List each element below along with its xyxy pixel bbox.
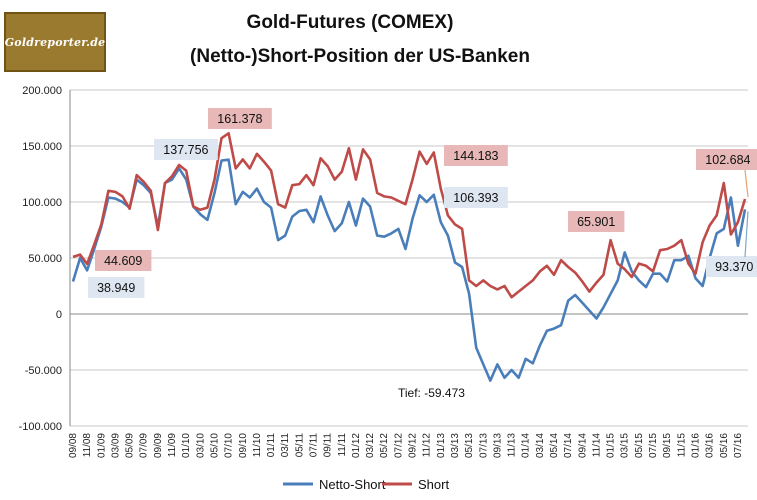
annotation-box (208, 108, 272, 129)
leader-line (744, 211, 749, 258)
x-tick-label: 07/14 (563, 433, 574, 458)
x-tick-label: 11/14 (591, 433, 602, 458)
x-tick-label: 07/12 (393, 433, 404, 458)
annotation-box (444, 187, 508, 208)
leader-line (744, 169, 749, 198)
logo-text: Goldreporter.de (4, 35, 106, 49)
annotation-box (568, 211, 625, 232)
x-tick-label: 03/13 (450, 433, 461, 458)
legend-label: Short (418, 477, 449, 492)
x-tick-label: 11/09 (167, 433, 178, 458)
x-tick-label: 03/09 (110, 433, 121, 458)
x-tick-label: 05/14 (549, 433, 560, 458)
y-tick-label: 200.000 (22, 85, 62, 97)
x-tick-label: 09/10 (238, 433, 249, 458)
y-tick-label: 50.000 (28, 253, 62, 265)
x-tick-label: 11/13 (507, 433, 518, 458)
annotation-box (95, 250, 152, 271)
x-tick-label: 03/11 (280, 433, 291, 458)
x-tick-label: 05/10 (209, 433, 220, 458)
x-tick-label: 09/08 (68, 433, 79, 458)
x-tick-label: 01/14 (521, 433, 532, 458)
chart-title: Gold-Futures (COMEX) (246, 12, 454, 33)
annotation-box (696, 149, 757, 170)
x-tick-label: 03/16 (705, 433, 716, 458)
annotation-box (706, 256, 757, 277)
y-tick-label: 0 (56, 309, 62, 321)
x-tick-label: 09/13 (492, 433, 503, 458)
x-tick-label: 07/09 (139, 433, 150, 458)
annotation-box (88, 277, 145, 298)
annotation-label: 137.756 (163, 143, 208, 157)
series-line-short (72, 132, 747, 299)
x-tick-label: 03/10 (195, 433, 206, 458)
x-tick-label: 07/11 (309, 433, 320, 458)
x-tick-label: 11/15 (676, 433, 687, 458)
x-tick-label: 09/12 (408, 433, 419, 458)
x-tick-label: 11/11 (337, 433, 348, 457)
chart-subtitle: (Netto-)Short-Position der US-Banken (190, 46, 530, 67)
annotation-label: 144.183 (453, 149, 498, 163)
annotation-label: Tief: -59.473 (398, 386, 465, 400)
x-tick-label: 07/16 (733, 433, 744, 458)
x-tick-label: 07/13 (478, 433, 489, 458)
x-tick-label: 11/12 (422, 433, 433, 458)
x-tick-label: 09/14 (577, 433, 588, 458)
x-tick-label: 01/15 (606, 433, 617, 458)
x-tick-label: 05/09 (125, 433, 136, 458)
x-tick-label: 05/11 (294, 433, 305, 458)
annotation-label: 106.393 (453, 191, 498, 205)
logo: Goldreporter.de (4, 12, 106, 72)
x-tick-label: 11/10 (252, 433, 263, 458)
x-tick-label: 05/15 (634, 433, 645, 458)
annotation-box (154, 139, 218, 160)
annotation-box (444, 145, 508, 166)
x-tick-label: 01/12 (351, 433, 362, 458)
x-tick-label: 09/11 (323, 433, 334, 458)
legend-label: Netto-Short (319, 477, 386, 492)
x-tick-label: 09/09 (153, 433, 164, 458)
x-tick-label: 07/10 (224, 433, 235, 458)
x-tick-label: 01/13 (436, 433, 447, 458)
x-tick-label: 05/12 (379, 433, 390, 458)
x-tick-label: 05/13 (464, 433, 475, 458)
annotation-label: 161.378 (217, 112, 262, 126)
x-tick-label: 01/10 (181, 433, 192, 458)
annotation-label: 102.684 (705, 153, 750, 167)
annotation-label: 93.370 (715, 260, 753, 274)
x-tick-label: 05/16 (719, 433, 730, 458)
x-tick-label: 03/15 (620, 433, 631, 458)
annotation-label: 44.609 (104, 254, 142, 268)
x-tick-label: 03/12 (365, 433, 376, 458)
x-tick-label: 03/14 (535, 433, 546, 458)
annotation-label: 65.901 (577, 215, 615, 229)
annotation-label: 38.949 (97, 281, 135, 295)
y-tick-label: -100.000 (19, 421, 62, 433)
x-tick-label: 01/11 (266, 433, 277, 458)
y-tick-label: 100.000 (22, 197, 62, 209)
y-tick-label: -50.000 (25, 365, 62, 377)
x-tick-label: 01/16 (690, 433, 701, 458)
x-tick-label: 09/15 (662, 433, 673, 458)
x-tick-label: 11/08 (82, 433, 93, 458)
x-tick-label: 07/15 (648, 433, 659, 458)
x-tick-label: 01/09 (96, 433, 107, 458)
y-tick-label: 150.000 (22, 141, 62, 153)
